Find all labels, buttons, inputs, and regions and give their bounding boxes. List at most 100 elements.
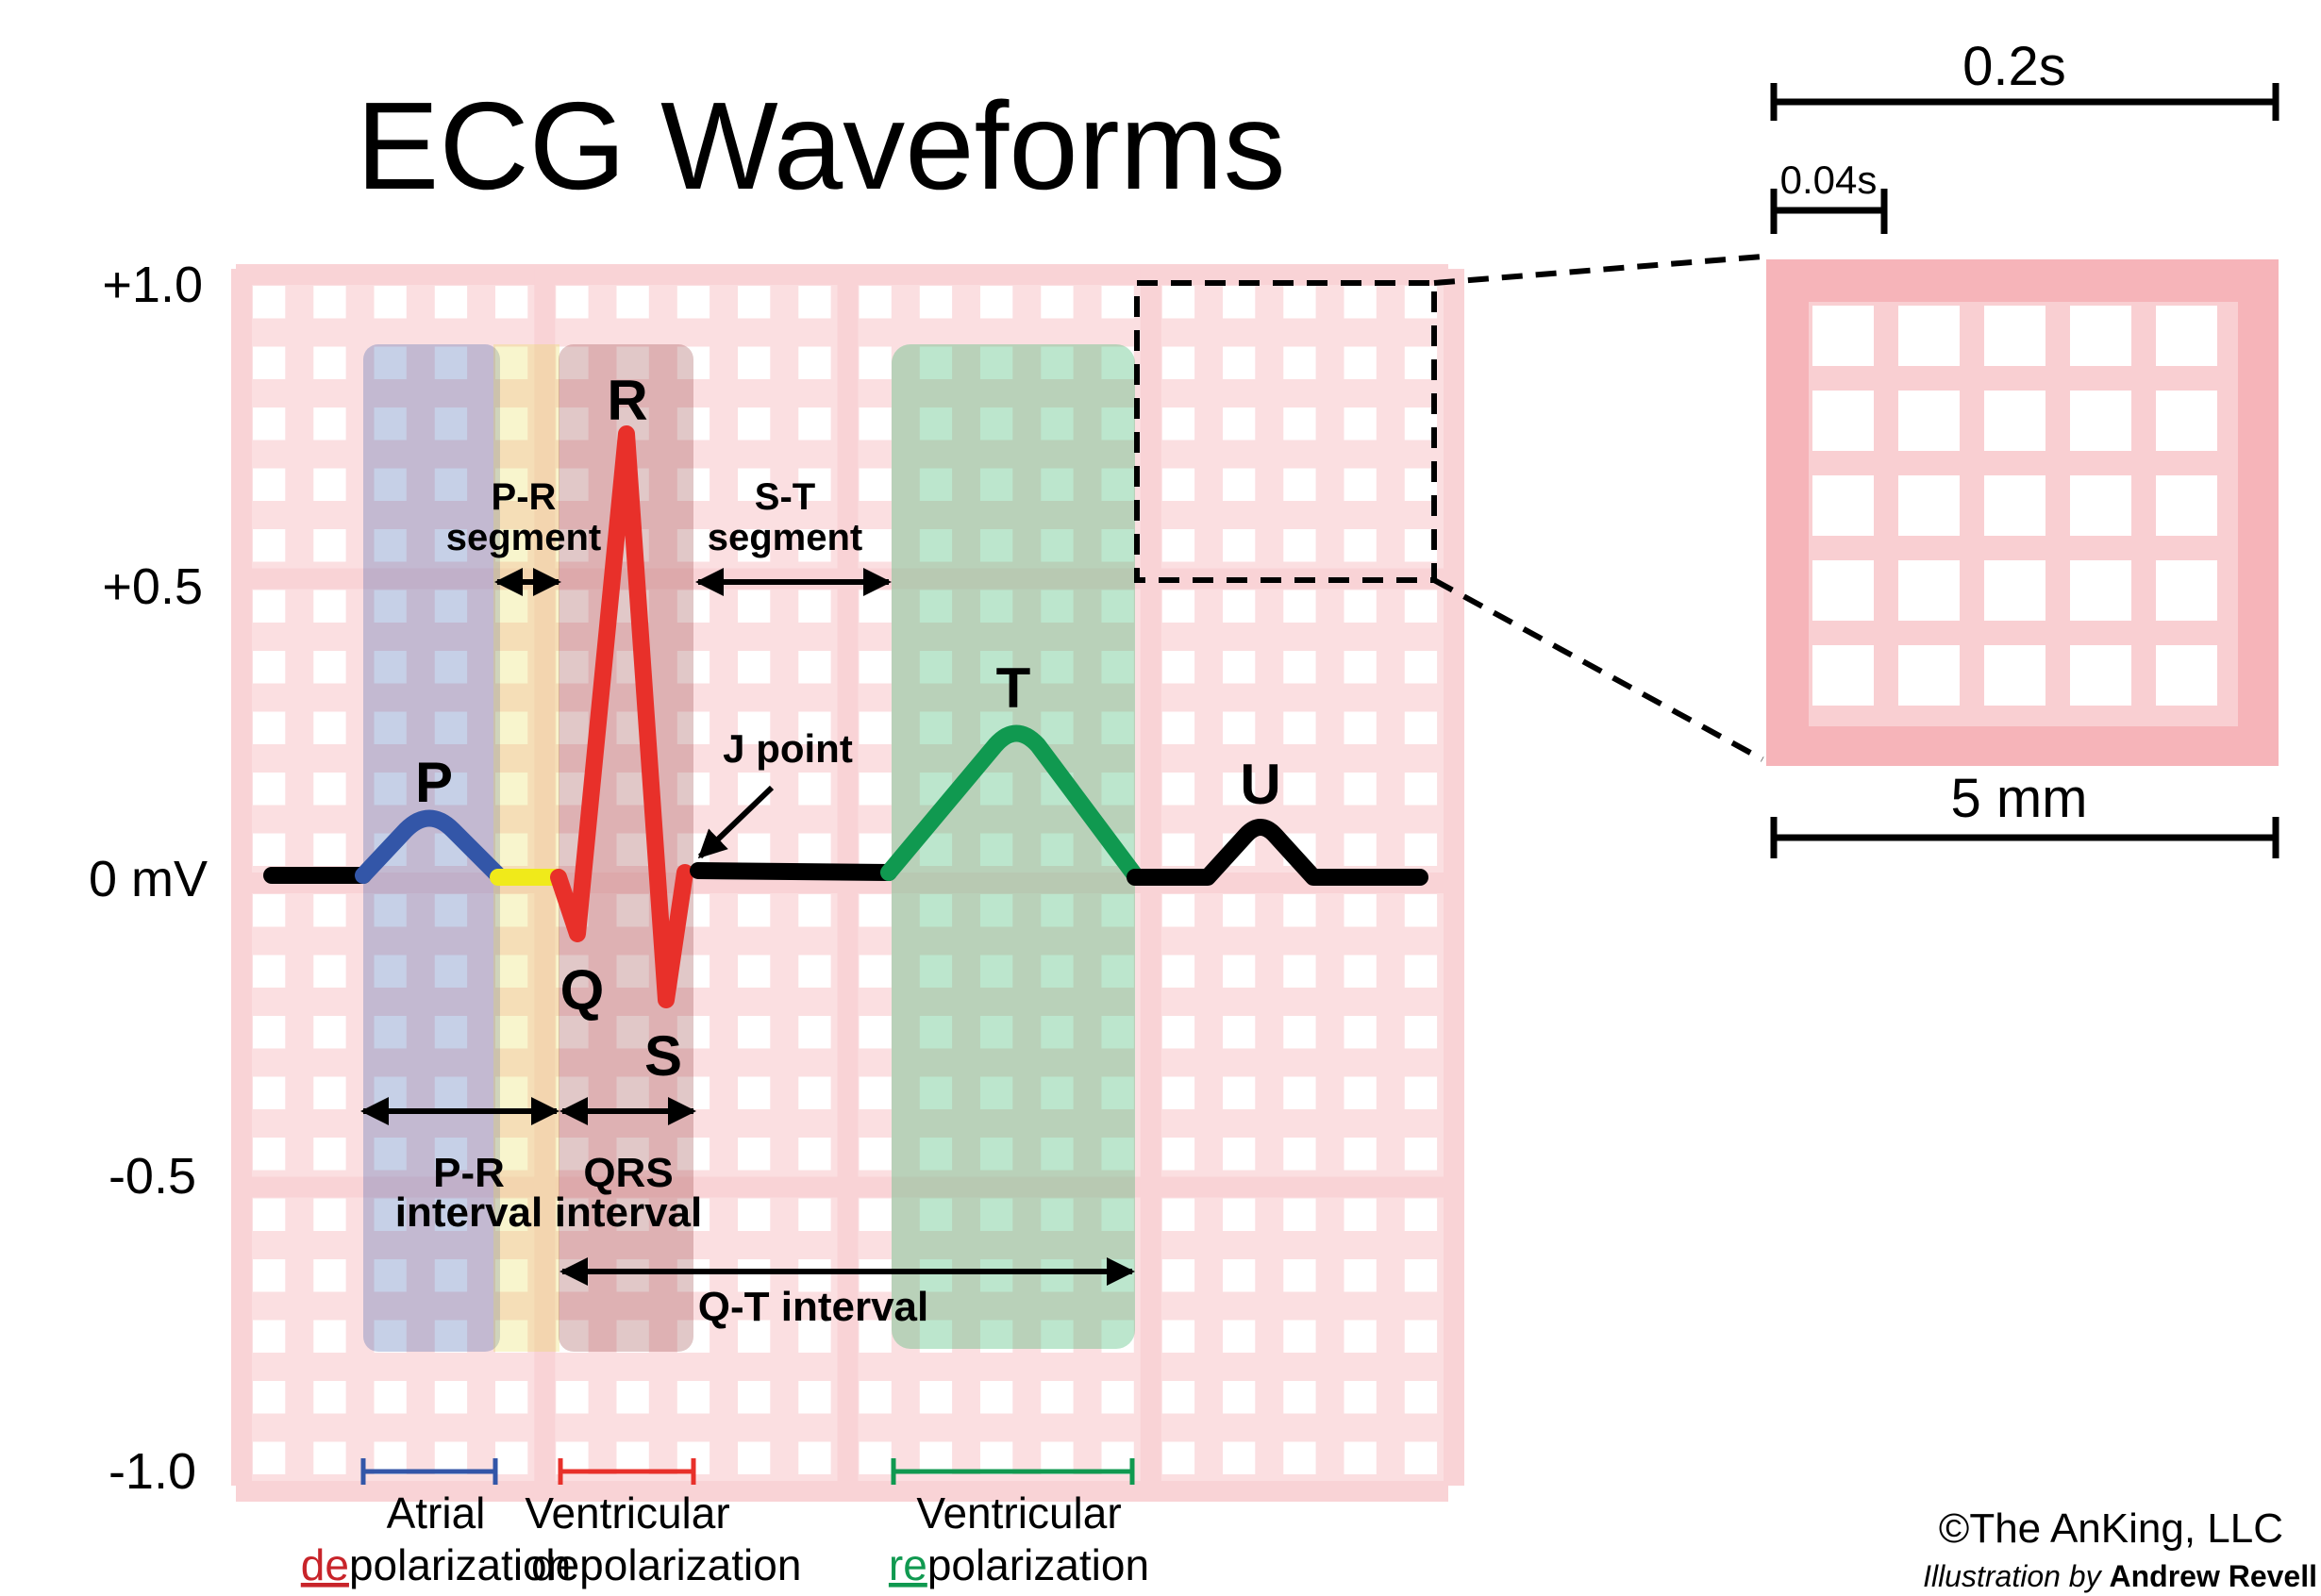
- grid-cell: [253, 590, 286, 623]
- grid-cell: [676, 346, 710, 379]
- grid-cell: [1101, 711, 1134, 744]
- grid-cell: [1344, 1441, 1377, 1474]
- grid-cell: [1041, 1198, 1074, 1231]
- grid-cell: [676, 955, 710, 988]
- grid-cell: [495, 955, 528, 988]
- grid-cell: [738, 894, 771, 927]
- grid-cell: [434, 955, 468, 988]
- grid-cell: [980, 1076, 1013, 1109]
- grid-cell: [495, 711, 528, 744]
- grid-cell: [798, 651, 831, 684]
- grid-cell: [1344, 468, 1377, 501]
- grid-cell: [313, 1016, 346, 1049]
- grid-cell: [798, 1138, 831, 1171]
- zoomed-grid-cell: [1984, 391, 2045, 451]
- grid-cell: [1041, 1320, 1074, 1353]
- grid-cell: [859, 773, 892, 806]
- grid-cell: [556, 286, 589, 319]
- grid-cell: [374, 529, 407, 562]
- grid-cell: [1041, 651, 1074, 684]
- grid-cell: [253, 1441, 286, 1474]
- pr-segment-highlight: [493, 344, 559, 1352]
- qrs-complex: [550, 425, 693, 1008]
- grid-cell: [1404, 894, 1438, 927]
- grid-cell: [374, 1198, 407, 1231]
- grid-cell: [374, 346, 407, 379]
- zoomed-grid-cell: [1898, 391, 1960, 451]
- zoom-line-top: [1433, 254, 1763, 286]
- grid-cell: [919, 1320, 953, 1353]
- grid-cell: [434, 894, 468, 927]
- grid-cell: [434, 590, 468, 623]
- grid-cell: [434, 1198, 468, 1231]
- grid-cell: [434, 1381, 468, 1414]
- grid-cell: [980, 286, 1013, 319]
- pr-interval-label-1: P-R: [433, 1150, 505, 1196]
- grid-cell: [495, 1441, 528, 1474]
- zoomed-grid-cell: [1898, 475, 1960, 536]
- grid-cell: [1101, 651, 1134, 684]
- qrs-interval-label-2: interval: [555, 1189, 703, 1236]
- scale-distance-label: 5 mm: [1951, 768, 2088, 829]
- grid-cell: [738, 773, 771, 806]
- grid-cell: [1344, 529, 1377, 562]
- grid-cell: [313, 833, 346, 866]
- grid-cell: [313, 346, 346, 379]
- pr-segment-label-2: segment: [446, 517, 602, 558]
- grid-cell: [1041, 590, 1074, 623]
- grid-cell: [1404, 1138, 1438, 1171]
- illustration-credit: Illustration by Andrew Revell: [1923, 1559, 2317, 1593]
- grid-cell: [1161, 955, 1195, 988]
- grid-cell: [859, 894, 892, 927]
- grid-cell: [253, 1198, 286, 1231]
- grid-cell: [919, 711, 953, 744]
- ventricular-dep-label-1: Ventricular: [525, 1488, 729, 1538]
- grid-cell: [434, 468, 468, 501]
- grid-cell: [738, 1076, 771, 1109]
- grid-cell: [495, 651, 528, 684]
- grid-cell: [798, 468, 831, 501]
- grid-cell: [313, 529, 346, 562]
- grid-cell: [798, 286, 831, 319]
- grid-cell: [1161, 1138, 1195, 1171]
- wave-label-u: U: [1240, 753, 1280, 816]
- grid-cell: [859, 1381, 892, 1414]
- grid-cell: [1041, 894, 1074, 927]
- grid-cell: [1101, 1076, 1134, 1109]
- grid-cell: [434, 651, 468, 684]
- grid-cell: [495, 1016, 528, 1049]
- grid-cell: [1041, 955, 1074, 988]
- grid-cell: [556, 1320, 589, 1353]
- grid-cell: [1161, 833, 1195, 866]
- grid-cell: [313, 468, 346, 501]
- grid-cell: [434, 1259, 468, 1292]
- y-label-plus-05: +0.5: [102, 558, 203, 615]
- grid-cell: [1223, 1441, 1256, 1474]
- grid-cell: [676, 529, 710, 562]
- grid-cell: [919, 529, 953, 562]
- grid-cell: [1404, 590, 1438, 623]
- grid-cell: [798, 773, 831, 806]
- grid-cell: [859, 1441, 892, 1474]
- grid-cell: [1344, 894, 1377, 927]
- ventricular-rep-rest: polarization: [927, 1540, 1149, 1589]
- grid-cell: [1161, 529, 1195, 562]
- grid-cell: [1344, 955, 1377, 988]
- grid-cell: [738, 1016, 771, 1049]
- grid-cell: [738, 651, 771, 684]
- grid-cell: [1223, 955, 1256, 988]
- grid-cell: [374, 711, 407, 744]
- grid-cell: [1101, 1320, 1134, 1353]
- grid-cell: [1161, 711, 1195, 744]
- grid-cell: [1344, 407, 1377, 441]
- grid-cell: [1344, 346, 1377, 379]
- grid-cell: [1283, 529, 1316, 562]
- zoomed-grid-cell: [2070, 475, 2131, 536]
- grid-cell: [1404, 1198, 1438, 1231]
- grid-cell: [919, 1076, 953, 1109]
- zoomed-grid-cell: [1898, 645, 1960, 706]
- grid-cell: [1161, 1259, 1195, 1292]
- grid-cell: [253, 346, 286, 379]
- grid-cell: [495, 773, 528, 806]
- zoomed-grid-cell: [1984, 475, 2045, 536]
